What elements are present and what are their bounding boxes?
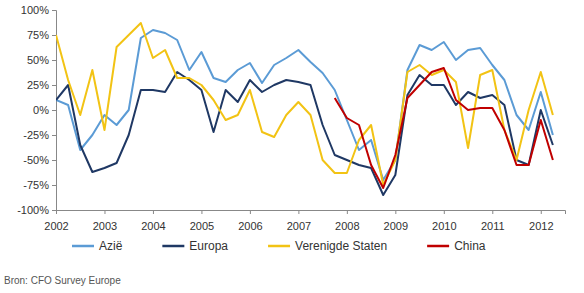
x-tick-label: 2003 [93, 220, 117, 232]
x-tick-label: 2011 [481, 220, 505, 232]
source: Bron: CFO Survey Europe [4, 275, 121, 286]
y-axis-line [52, 11, 57, 211]
x-tick: 2009 [384, 210, 408, 232]
legend-swatch [268, 245, 290, 248]
y-tick: -100% [17, 204, 56, 216]
y-tick-mark [52, 85, 56, 86]
y-tick: -75% [23, 179, 56, 191]
legend: Azië Europa Verenigde Staten China [72, 239, 486, 253]
chart: -100% -75% -50% -25% 0% 25% 50% 75% 100% 2002 2003… [0, 0, 584, 293]
plot: -100% -75% -50% -25% 0% 25% 50% 75% 100% 2002 2003… [17, 4, 565, 232]
series-line [56, 23, 553, 185]
x-tick-mark [347, 210, 348, 214]
x-tick: 2006 [238, 210, 262, 232]
y-tick: -25% [23, 129, 56, 141]
y-tick: 0% [33, 104, 56, 116]
y-tick-mark [52, 35, 56, 36]
y-tick-mark [52, 135, 56, 136]
x-tick-mark [104, 210, 105, 214]
y-tick-mark [52, 160, 56, 161]
x-tick-mark [444, 210, 445, 214]
x-tick-mark [492, 210, 493, 214]
y-tick-label: 0% [33, 104, 49, 116]
y-tick-label: 100% [21, 4, 49, 16]
y-tick: 25% [27, 79, 56, 91]
x-axis: 2002 2003 2004 2005 2006 2007 2008 2009 2010 2011… [44, 210, 565, 232]
x-tick-label: 2010 [432, 220, 456, 232]
y-tick: -50% [23, 154, 56, 166]
x-tick-mark [298, 210, 299, 214]
y-tick-label: -75% [23, 179, 49, 191]
x-tick: 2005 [190, 210, 214, 232]
legend-swatch [162, 245, 184, 248]
y-tick: 75% [27, 29, 56, 41]
y-tick: 100% [21, 4, 56, 16]
x-tick: 2002 [44, 210, 68, 232]
x-tick: 2004 [141, 210, 165, 232]
y-tick-label: 25% [27, 79, 49, 91]
legend-label: Azië [99, 239, 123, 253]
x-tick: 2010 [432, 210, 456, 232]
y-tick-label: 50% [27, 54, 49, 66]
series-line [56, 30, 553, 180]
x-tick-label: 2008 [335, 220, 359, 232]
legend-item: Verenigde Staten [268, 239, 387, 253]
x-tick-mark [395, 210, 396, 214]
legend-label: China [454, 239, 486, 253]
x-tick-mark [56, 210, 57, 214]
legend-swatch [427, 245, 449, 248]
legend-label: Europa [189, 239, 228, 253]
x-tick-label: 2005 [190, 220, 214, 232]
x-tick-mark [541, 210, 542, 214]
y-axis: -100% -75% -50% -25% 0% 25% 50% 75% 100% [17, 4, 56, 216]
legend-swatch [72, 245, 94, 248]
y-tick-mark [52, 210, 56, 211]
x-tick: 2011 [481, 210, 505, 232]
x-tick-label: 2007 [287, 220, 311, 232]
x-tick-mark [153, 210, 154, 214]
x-tick-label: 2006 [238, 220, 262, 232]
x-axis-line [57, 211, 566, 215]
x-tick: 2012 [529, 210, 553, 232]
legend-label: Verenigde Staten [295, 239, 387, 253]
lines [56, 23, 553, 195]
y-tick-label: -100% [17, 204, 49, 216]
y-tick-mark [52, 110, 56, 111]
y-tick: 50% [27, 54, 56, 66]
y-tick-label: 75% [27, 29, 49, 41]
x-tick-label: 2009 [384, 220, 408, 232]
y-tick-label: -50% [23, 154, 49, 166]
x-tick-label: 2002 [44, 220, 68, 232]
x-tick-mark [201, 210, 202, 214]
y-tick-label: -25% [23, 129, 49, 141]
x-tick: 2003 [93, 210, 117, 232]
legend-item: China [427, 239, 486, 253]
legend-item: Azië [72, 239, 123, 253]
x-tick-label: 2004 [141, 220, 165, 232]
x-tick: 2008 [335, 210, 359, 232]
y-tick-mark [52, 185, 56, 186]
legend-item: Europa [162, 239, 228, 253]
x-tick-mark [250, 210, 251, 214]
y-tick-mark [52, 10, 56, 11]
y-tick-mark [52, 60, 56, 61]
series-line [335, 68, 553, 188]
x-tick-label: 2012 [529, 220, 553, 232]
x-tick: 2007 [287, 210, 311, 232]
